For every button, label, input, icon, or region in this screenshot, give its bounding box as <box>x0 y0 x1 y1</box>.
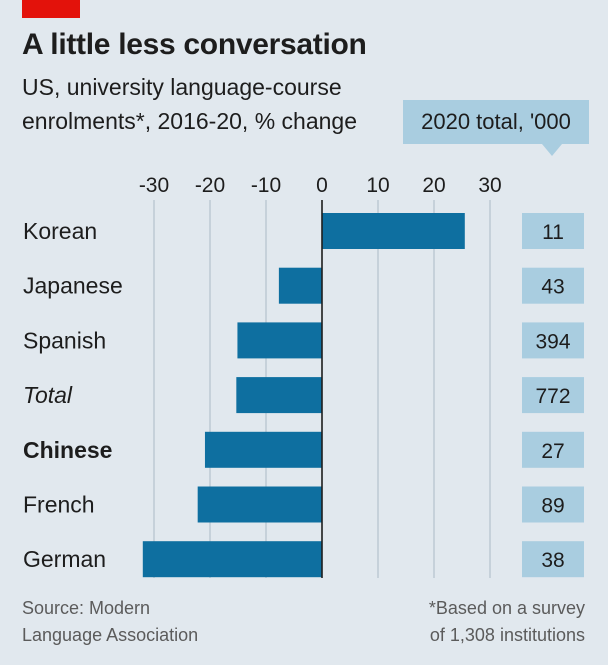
chart-title: A little less conversation <box>22 28 367 61</box>
category-label: Spanish <box>23 327 106 353</box>
category-label: German <box>23 546 106 572</box>
note-line-2: of 1,308 institutions <box>429 625 585 645</box>
total-value-label: 772 <box>535 385 570 408</box>
total-value-label: 89 <box>541 495 564 518</box>
source-note: Source: Modern Language Association <box>22 595 198 649</box>
bar <box>204 431 322 468</box>
bar <box>197 486 322 523</box>
x-tick-label: -20 <box>195 174 225 197</box>
total-value-box <box>522 486 584 523</box>
total-value-box <box>522 377 584 414</box>
total-value-box <box>522 267 584 304</box>
total-value-box <box>522 541 584 578</box>
x-tick-label: 0 <box>316 174 328 197</box>
x-tick-label: -30 <box>139 174 169 197</box>
category-label: Total <box>23 382 73 408</box>
total-value-label: 43 <box>541 276 564 299</box>
totals-header-pointer <box>542 144 562 156</box>
bar <box>322 213 465 249</box>
survey-note: *Based on a survey of 1,308 institutions <box>429 595 585 649</box>
x-tick-label: -10 <box>251 174 281 197</box>
total-value-label: 38 <box>541 549 564 572</box>
total-value-label: 27 <box>541 440 564 463</box>
totals-header-box: 2020 total, '000 <box>403 100 589 144</box>
note-line-1: *Based on a survey <box>428 598 585 618</box>
category-label: Chinese <box>23 437 112 463</box>
bar <box>278 267 322 304</box>
subtitle-line-1: US, university language-course <box>22 74 342 100</box>
x-tick-label: 30 <box>478 174 501 197</box>
total-value-box <box>522 213 584 249</box>
source-line-1: Source: Modern <box>22 598 151 618</box>
x-tick-label: 20 <box>422 174 445 197</box>
subtitle-line-2: enrolments*, 2016-20, % change <box>22 108 357 134</box>
source-line-2: Language Association <box>22 625 199 645</box>
bar <box>142 541 322 578</box>
bar <box>237 322 322 359</box>
total-value-label: 394 <box>535 330 570 353</box>
brand-tag <box>22 0 80 18</box>
total-value-box <box>522 431 584 468</box>
category-label: Japanese <box>23 273 123 299</box>
total-value-box <box>522 322 584 359</box>
category-label: Korean <box>23 218 97 244</box>
category-label: French <box>23 492 95 518</box>
bar <box>236 377 322 414</box>
total-value-label: 11 <box>542 221 564 244</box>
x-tick-label: 10 <box>366 174 389 197</box>
chart-subtitle: US, university language-course enrolment… <box>22 70 402 138</box>
